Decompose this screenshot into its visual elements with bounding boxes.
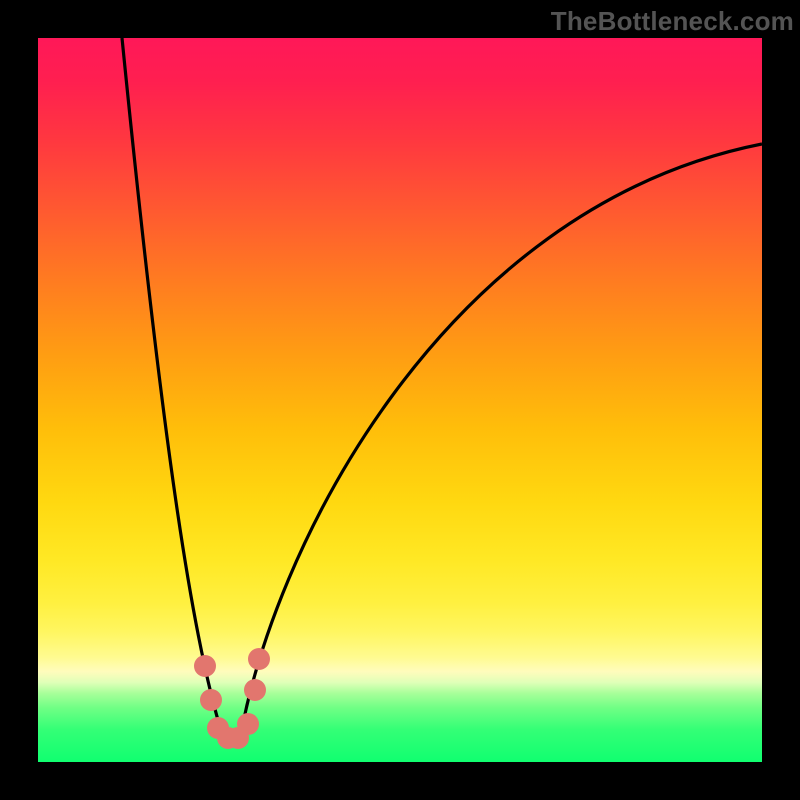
marker-dot [194,655,216,677]
marker-dot [237,713,259,735]
plot-svg [38,38,762,762]
chart-stage: TheBottleneck.com [0,0,800,800]
plot-area [38,38,762,762]
marker-dot [248,648,270,670]
marker-dot [200,689,222,711]
marker-dot [244,679,266,701]
gradient-background [38,38,762,762]
watermark-text: TheBottleneck.com [551,6,794,37]
